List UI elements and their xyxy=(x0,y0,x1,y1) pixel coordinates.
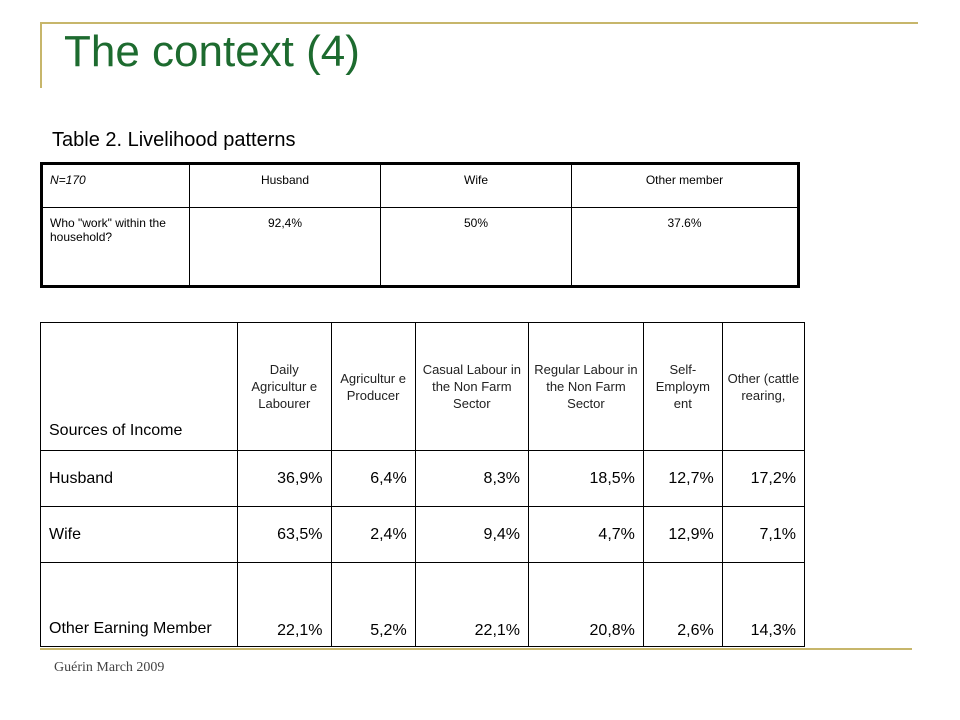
row-label: Who "work" within the household? xyxy=(41,207,190,287)
table-cell: 14,3% xyxy=(721,562,806,647)
table-cell: 63,5% xyxy=(237,506,332,563)
footer-text: Guérin March 2009 xyxy=(54,660,165,675)
table-row: Who "work" within the household? 92,4% 5… xyxy=(41,207,799,287)
header-cell: Other member xyxy=(571,163,799,208)
table-caption: Table 2. Livelihood patterns xyxy=(52,129,296,151)
table-header-row: N=170 Husband Wife Other member xyxy=(41,163,799,208)
table-cell: 18,5% xyxy=(528,450,644,507)
table-cell: 8,3% xyxy=(414,450,530,507)
table-cell: 12,9% xyxy=(642,506,723,563)
household-work-table: N=170 Husband Wife Other member Who "wor… xyxy=(40,162,800,288)
header-cell: Wife xyxy=(380,163,572,208)
top-divider xyxy=(40,22,918,24)
table-cell: 5,2% xyxy=(330,562,416,647)
table-cell: 22,1% xyxy=(237,562,332,647)
header-cell: N=170 xyxy=(41,163,190,208)
table-cell: 36,9% xyxy=(237,450,332,507)
table-row: Other Earning Member 22,1% 5,2% 22,1% 20… xyxy=(40,562,806,647)
slide-title: The context (4) xyxy=(64,27,360,76)
table-cell: 92,4% xyxy=(189,207,381,287)
bottom-divider xyxy=(40,648,912,650)
income-sources-table: Sources of Income Daily Agricultur e Lab… xyxy=(40,322,806,647)
table-cell: 22,1% xyxy=(414,562,530,647)
row-label: Husband xyxy=(40,450,238,507)
table-row: Husband 36,9% 6,4% 8,3% 18,5% 12,7% 17,2… xyxy=(40,450,806,507)
table-cell: 20,8% xyxy=(528,562,644,647)
table-cell: 9,4% xyxy=(414,506,530,563)
table-cell: 2,6% xyxy=(642,562,723,647)
table-cell: 7,1% xyxy=(721,506,806,563)
table-cell: 17,2% xyxy=(721,450,806,507)
table-header-row: Sources of Income Daily Agricultur e Lab… xyxy=(40,322,806,451)
row-label: Wife xyxy=(40,506,238,563)
table-cell: 37.6% xyxy=(571,207,799,287)
header-cell: Casual Labour in the Non Farm Sector xyxy=(414,322,530,451)
header-cell: Other (cattle rearing, xyxy=(721,322,806,451)
table-cell: 4,7% xyxy=(528,506,644,563)
table-cell: 6,4% xyxy=(330,450,416,507)
row-label: Other Earning Member xyxy=(40,562,238,647)
header-cell: Self- Employm ent xyxy=(642,322,723,451)
header-cell: Agricultur e Producer xyxy=(330,322,416,451)
table-row: Wife 63,5% 2,4% 9,4% 4,7% 12,9% 7,1% xyxy=(40,506,806,563)
table-cell: 50% xyxy=(380,207,572,287)
header-cell: Husband xyxy=(189,163,381,208)
title-accent-bar xyxy=(40,22,42,88)
table-cell: 12,7% xyxy=(642,450,723,507)
header-cell: Daily Agricultur e Labourer xyxy=(237,322,332,451)
header-cell: Regular Labour in the Non Farm Sector xyxy=(528,322,644,451)
table-cell: 2,4% xyxy=(330,506,416,563)
header-cell: Sources of Income xyxy=(40,322,238,451)
